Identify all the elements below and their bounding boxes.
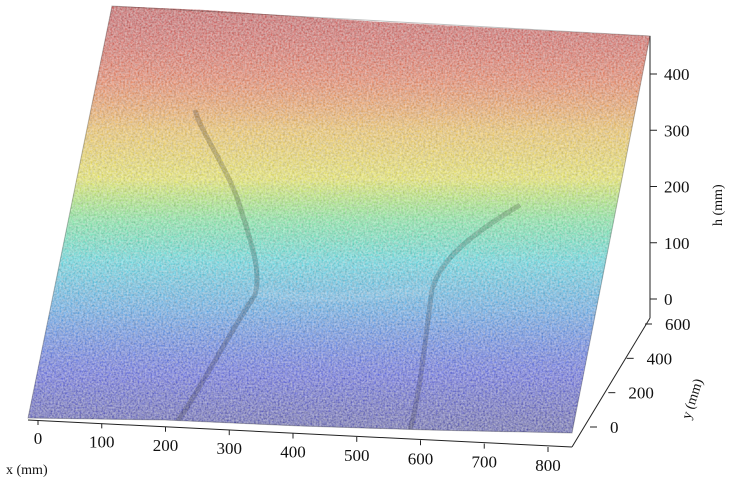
y-axis-line [571, 317, 651, 448]
z-axis-title: h (mm) [711, 184, 726, 226]
x-tick-label: 300 [217, 439, 243, 458]
x-tick-label: 100 [89, 432, 115, 451]
z-tick-label: 100 [664, 234, 690, 253]
x-axis-title: x (mm) [6, 463, 48, 478]
x-axis-ticks: 0 100 200 300 400 500 600 700 800 [34, 420, 561, 475]
z-tick-label: 200 [664, 178, 690, 197]
y-tick-label: 200 [628, 384, 654, 403]
z-tick-label: 300 [664, 121, 690, 140]
x-tick-label: 500 [344, 446, 370, 465]
y-tick-label: 400 [647, 349, 673, 368]
surface-creases [172, 109, 522, 431]
y-axis-ticks: 0 200 400 600 [590, 315, 691, 437]
axes [27, 36, 651, 448]
x-tick-label: 800 [535, 456, 561, 475]
x-tick-label: 0 [34, 429, 43, 448]
x-tick-label: 200 [153, 436, 179, 455]
x-axis-line [27, 419, 573, 448]
x-tick-label: 700 [472, 453, 498, 472]
z-axis-ticks: 0 100 200 300 400 [650, 65, 690, 309]
z-tick-label: 0 [664, 290, 673, 309]
x-tick-label: 600 [408, 449, 434, 468]
surface-mesh [28, 6, 650, 433]
z-tick-label: 400 [664, 65, 690, 84]
y-tick-label: 0 [610, 418, 619, 437]
y-tick-label: 600 [665, 315, 691, 334]
surface [27, 5, 651, 434]
x-tick-label: 400 [280, 443, 306, 462]
y-axis-title: y (mm) [680, 377, 707, 422]
